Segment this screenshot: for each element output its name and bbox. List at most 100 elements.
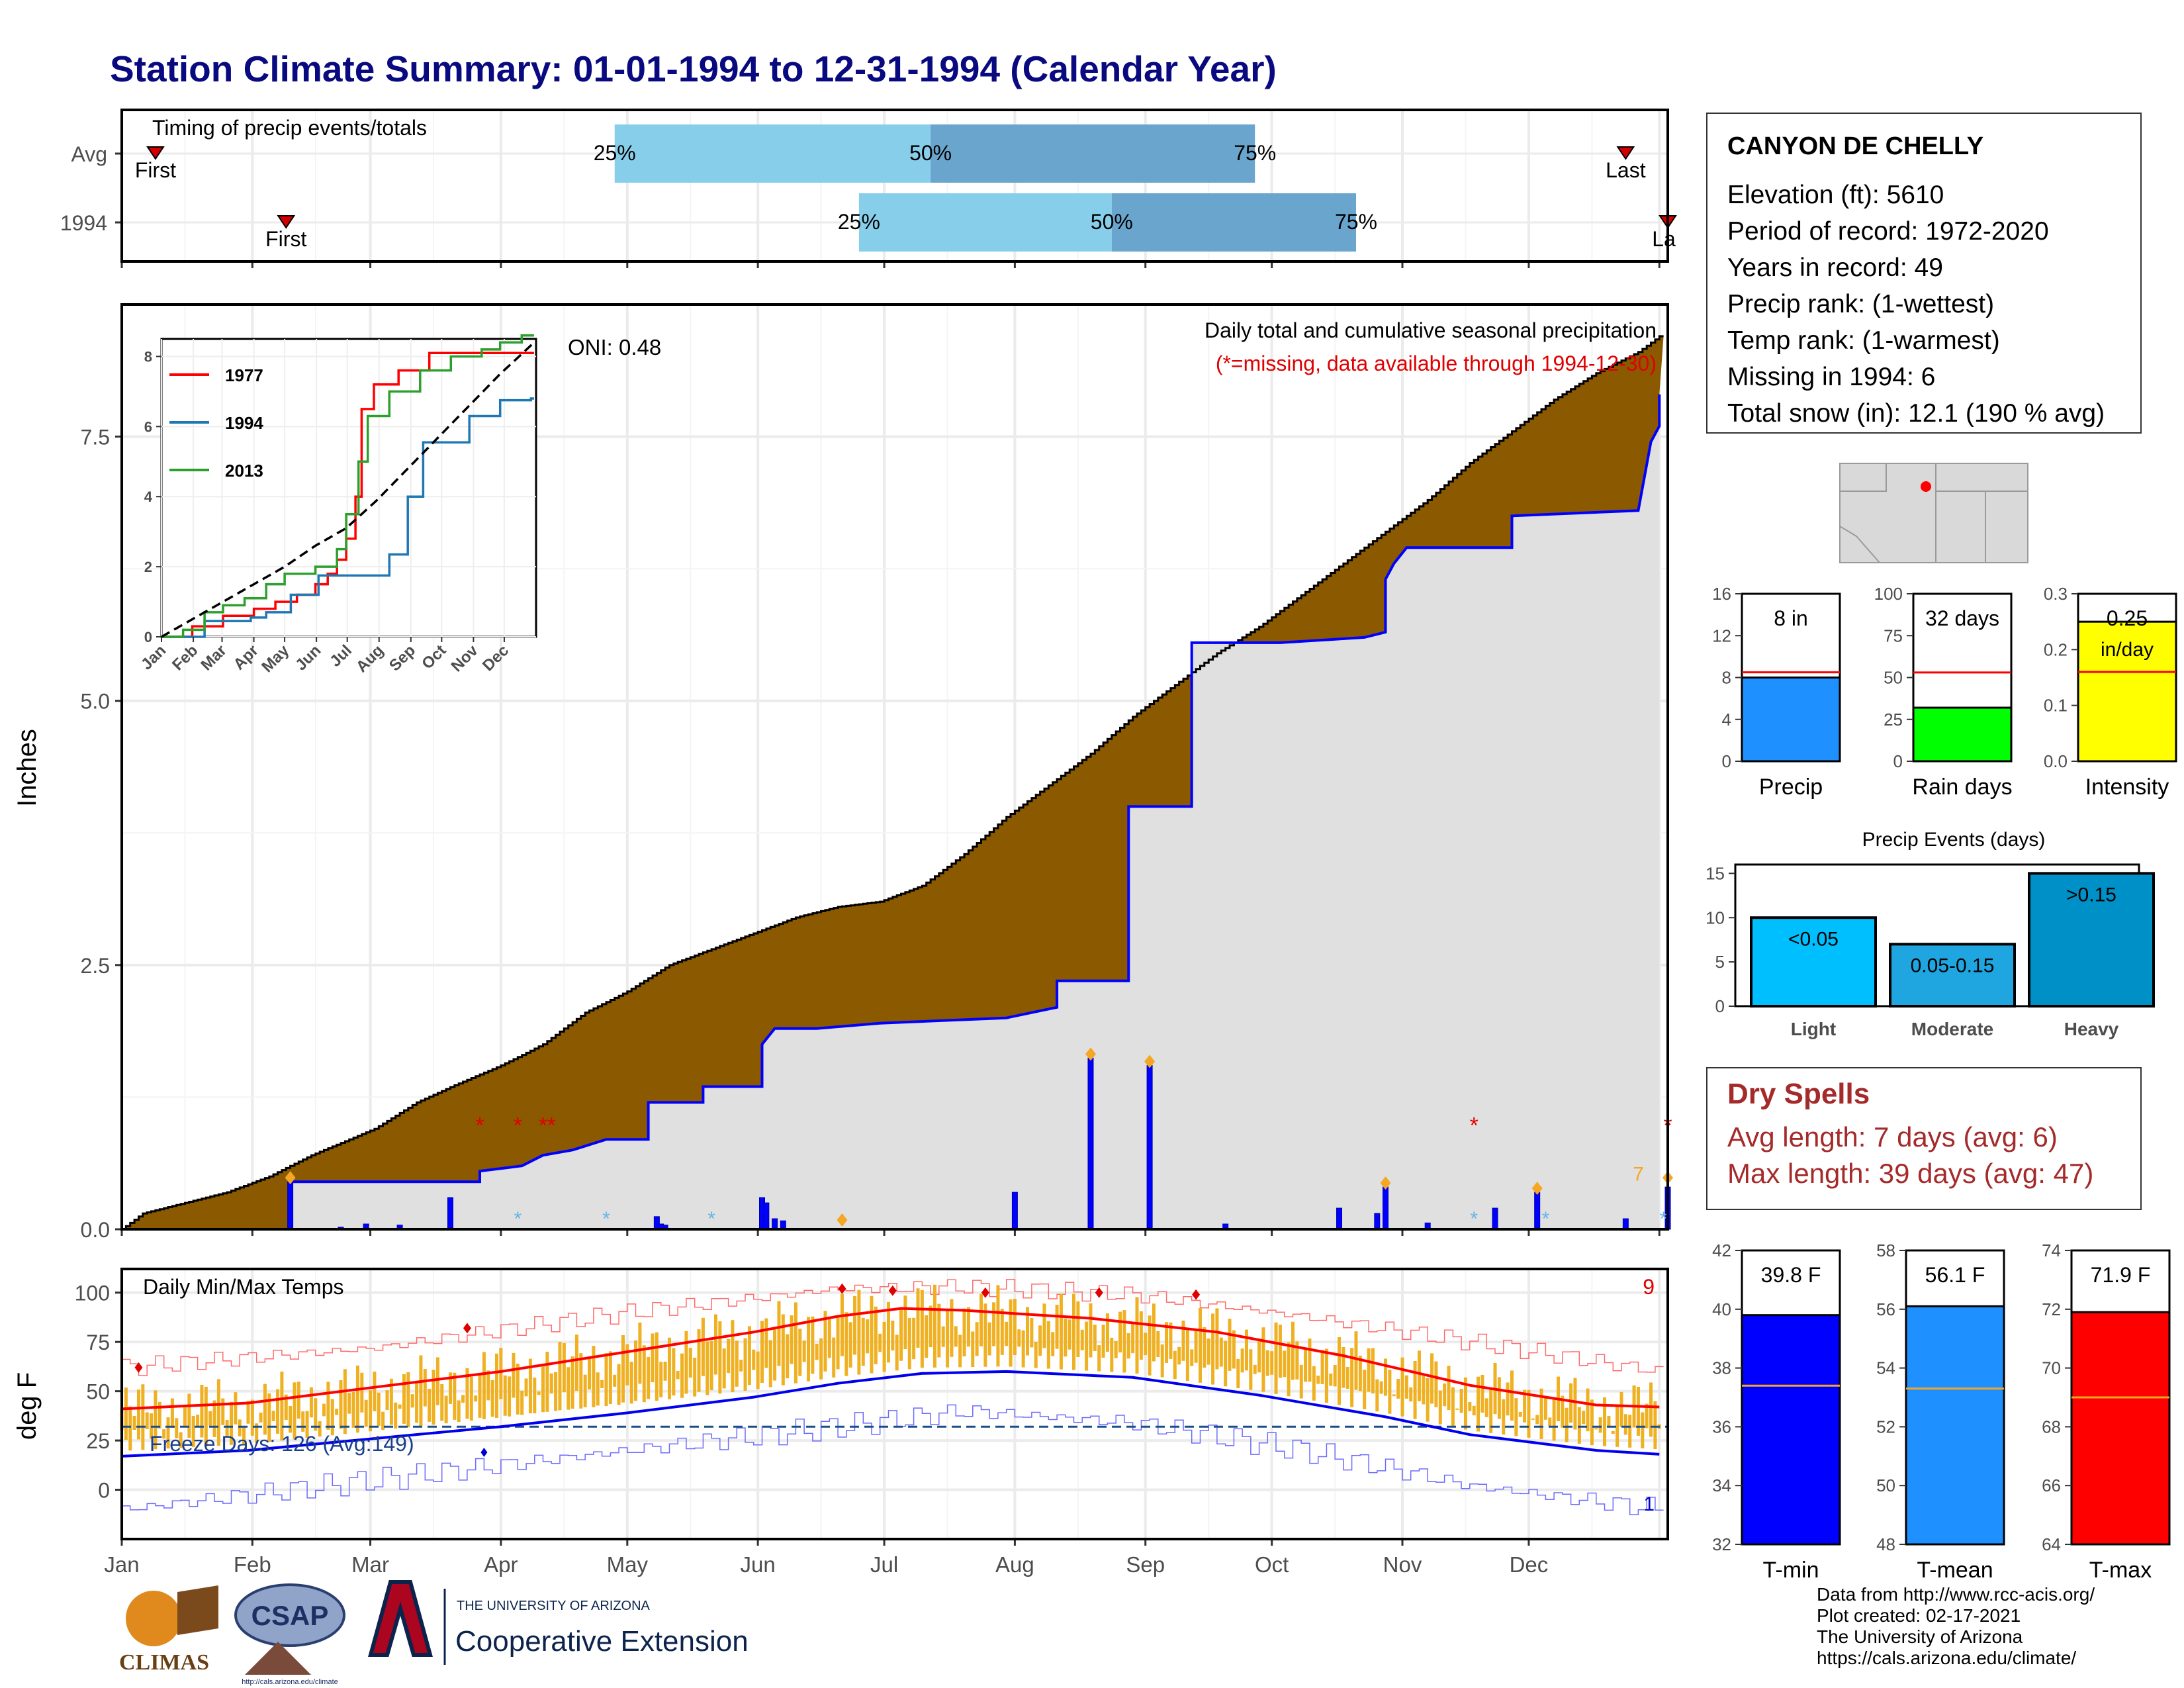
temp-daily-bar [1131,1322,1135,1354]
temp-daily-bar [663,1362,667,1381]
temp-daily-bar [1169,1322,1173,1359]
temp-record-high-marker [463,1323,471,1334]
temp-daily-bar [1038,1325,1042,1356]
temp-daily-bar [1080,1329,1084,1350]
map-background [1839,463,2028,563]
temp-daily-bar [558,1341,562,1411]
precip-ytick-label: 5.0 [81,690,110,714]
credit-url: https://cals.arizona.edu/climate/ [1817,1648,2077,1668]
timing-label-50: 50% [909,141,952,165]
temp-daily-bar [377,1392,381,1426]
station-elevation: Elevation (ft): 5610 [1727,181,1944,209]
temp-daily-bar [1085,1321,1089,1371]
temp-daily-bar [996,1285,1000,1367]
precip-event-marker [1380,1176,1391,1190]
temp-daily-bar [369,1390,373,1432]
temp-daily-bar [773,1327,777,1381]
temp-daily-bar [1203,1327,1206,1368]
temp-gauge-t-min-bar [1741,1314,1841,1546]
temp-daily-bar [259,1412,263,1423]
temp-xtick-label: Jun [741,1552,776,1577]
temp-daily-bar [1434,1361,1438,1407]
precip-gauge-precip-ytick-label: 0 [1722,751,1731,771]
temp-daily-bar [1430,1353,1434,1404]
temp-daily-bar [453,1372,457,1420]
temp-daily-bar [975,1322,979,1356]
precip-daily-bar [763,1202,770,1230]
events-category-label: Moderate [1911,1019,1993,1039]
temp-daily-bar [1105,1313,1109,1352]
temp-daily-bar [1009,1299,1013,1367]
credit-date: Plot created: 02-17-2021 [1817,1605,2021,1626]
temp-daily-bar [339,1380,343,1429]
temp-daily-bar [567,1367,570,1410]
temp-daily-bar [128,1406,132,1451]
temp-daily-bar [848,1322,852,1368]
temp-daily-bar [212,1400,216,1437]
temp-daily-bar [1312,1366,1316,1401]
temp-daily-bar [756,1351,760,1389]
temp-daily-bar [1135,1297,1139,1374]
precip-panel-border [120,303,1669,1231]
temp-title: Daily Min/Max Temps [143,1275,343,1299]
temp-daily-bar [330,1399,334,1436]
temp-daily-bar [617,1364,621,1405]
temp-high-count: 9 [1643,1275,1655,1299]
temp-daily-bar [1076,1301,1080,1357]
dry-spells-box: Dry Spells Avg length: 7 days (avg: 6) M… [1706,1067,2142,1210]
timing-title: Timing of precip events/totals [152,116,427,140]
timing-first-marker [277,215,296,229]
temp-daily-bar [1333,1364,1337,1387]
temp-daily-bar [1506,1382,1510,1416]
temp-daily-bar [1455,1408,1459,1410]
temp-daily-bar [1463,1377,1467,1430]
temp-daily-bar [1165,1322,1169,1363]
temp-gauge-t-max-ytick-label: 64 [2042,1534,2061,1554]
temp-daily-bar [1388,1370,1392,1414]
temp-gauge-t-mean-ytick-label: 56 [1876,1299,1895,1319]
temp-daily-bar [1518,1411,1522,1417]
temp-gauge-t-mean-ytick-label: 58 [1876,1241,1895,1260]
temp-xtick-label: Mar [351,1552,389,1577]
temp-daily-bar [1324,1348,1328,1403]
temp-daily-bar [1017,1329,1021,1347]
temp-daily-bar [1573,1378,1577,1430]
temp-ytick-label: 75 [86,1331,110,1354]
temp-daily-bar [786,1334,790,1379]
timing-label-75: 75% [1335,210,1377,234]
inset-ytick-label: 4 [144,489,153,505]
temp-daily-bar [1144,1333,1148,1356]
temp-daily-bar [574,1335,578,1391]
temp-daily-bar [1438,1390,1442,1425]
temp-daily-bar [592,1346,596,1407]
temp-daily-bar [191,1415,195,1448]
station-name: CANYON DE CHELLY [1727,132,1984,160]
temp-daily-bar [1224,1340,1228,1387]
temp-ytick-label: 50 [86,1380,110,1404]
temp-daily-bar [1623,1414,1627,1435]
precip-gauge-precip-ytick-label: 4 [1722,710,1731,729]
temp-daily-bar [225,1420,229,1437]
temp-daily-bar [752,1349,756,1370]
temp-daily-bar [263,1383,267,1435]
precip-daily-bar [287,1181,294,1230]
temp-daily-bar [667,1337,671,1399]
credit-university: The University of Arizona [1817,1626,2023,1647]
precip-missing-marker: * [1470,1113,1479,1138]
temp-daily-bar [406,1372,410,1428]
precip-snow-marker: * [602,1208,610,1230]
temp-daily-bar [1548,1417,1552,1427]
temp-daily-bar [545,1352,549,1412]
temp-daily-bar [1489,1388,1493,1433]
temp-daily-bar [941,1326,945,1347]
temp-daily-bar [1219,1337,1223,1367]
temp-daily-bar [276,1389,280,1434]
precip-gauge-rain-days-label: Rain days [1912,774,2012,800]
temp-daily-bar [1607,1416,1611,1427]
temp-daily-bar [448,1372,452,1404]
temp-daily-bar [840,1293,844,1356]
temp-daily-bar [596,1372,600,1406]
temp-daily-bar [1005,1321,1009,1346]
temp-daily-bar [1139,1311,1143,1360]
precip-gauge-intensity-ytick-label: 0.0 [2044,751,2068,771]
